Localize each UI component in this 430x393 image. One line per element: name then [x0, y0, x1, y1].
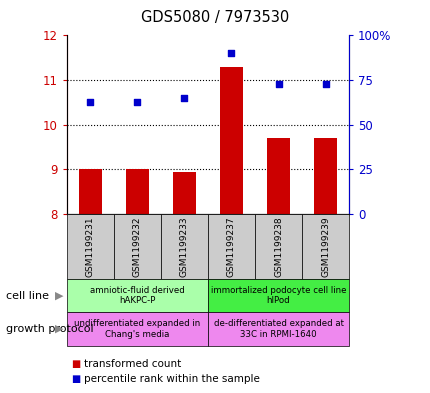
- FancyBboxPatch shape: [114, 214, 160, 279]
- Point: [181, 95, 187, 101]
- Text: GDS5080 / 7973530: GDS5080 / 7973530: [141, 10, 289, 25]
- FancyBboxPatch shape: [301, 214, 348, 279]
- FancyBboxPatch shape: [160, 214, 207, 279]
- Text: cell line: cell line: [6, 291, 49, 301]
- FancyBboxPatch shape: [207, 279, 348, 312]
- Text: growth protocol: growth protocol: [6, 324, 94, 334]
- Bar: [125, 169, 149, 214]
- Bar: [219, 67, 243, 214]
- Text: de-differentiated expanded at
33C in RPMI-1640: de-differentiated expanded at 33C in RPM…: [213, 320, 343, 339]
- Text: undifferentiated expanded in
Chang's media: undifferentiated expanded in Chang's med…: [74, 320, 200, 339]
- FancyBboxPatch shape: [207, 214, 255, 279]
- Text: immortalized podocyte cell line
hIPod: immortalized podocyte cell line hIPod: [210, 286, 345, 305]
- Text: GSM1199231: GSM1199231: [86, 216, 95, 277]
- Text: GSM1199238: GSM1199238: [273, 216, 283, 277]
- Text: amniotic-fluid derived
hAKPC-P: amniotic-fluid derived hAKPC-P: [90, 286, 184, 305]
- Text: ▶: ▶: [55, 291, 64, 301]
- Point: [134, 98, 141, 105]
- Point: [227, 50, 234, 56]
- FancyBboxPatch shape: [207, 312, 348, 346]
- Point: [321, 81, 328, 87]
- Text: ■: ■: [71, 374, 80, 384]
- Text: GSM1199239: GSM1199239: [320, 216, 329, 277]
- Bar: [78, 169, 102, 214]
- Bar: [266, 138, 290, 214]
- FancyBboxPatch shape: [67, 214, 114, 279]
- Point: [87, 98, 94, 105]
- FancyBboxPatch shape: [255, 214, 301, 279]
- Text: GSM1199237: GSM1199237: [227, 216, 236, 277]
- Point: [274, 81, 281, 87]
- Bar: [172, 172, 196, 214]
- Text: transformed count: transformed count: [84, 358, 181, 369]
- FancyBboxPatch shape: [67, 312, 207, 346]
- Text: ▶: ▶: [55, 324, 64, 334]
- Text: GSM1199233: GSM1199233: [179, 216, 188, 277]
- Text: ■: ■: [71, 358, 80, 369]
- Text: percentile rank within the sample: percentile rank within the sample: [84, 374, 259, 384]
- Bar: [313, 138, 337, 214]
- FancyBboxPatch shape: [67, 279, 207, 312]
- Text: GSM1199232: GSM1199232: [132, 217, 141, 277]
